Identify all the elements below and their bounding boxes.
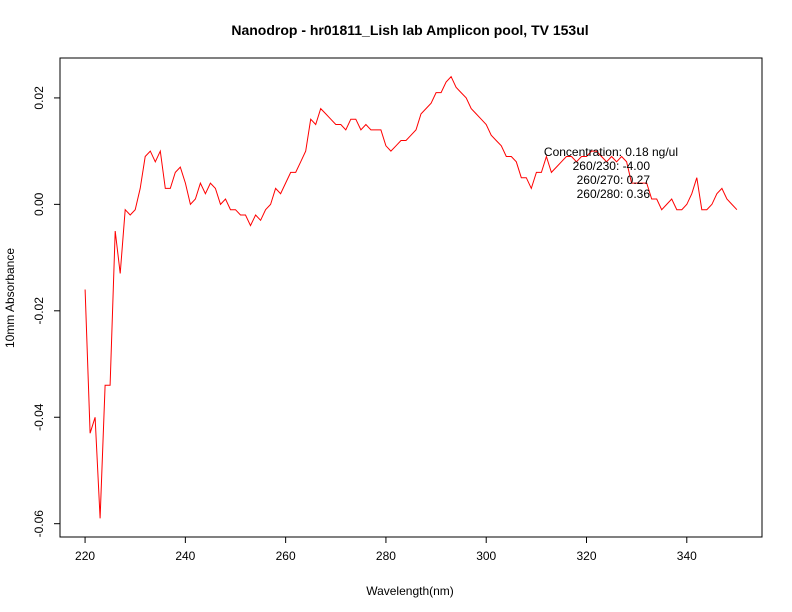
annotation-text: Concentration: 0.18 ng/ul [544,145,678,159]
annotation-text: 260/270: 0.27 [577,173,651,187]
annotation-text: 260/230: -4.00 [573,159,651,173]
y-tick-label: 0.00 [32,192,46,216]
series-group [84,75,738,519]
y-tick-label: -0.06 [32,510,46,538]
y-tick-label: -0.04 [32,403,46,431]
x-axis-label: Wavelength(nm) [366,584,454,598]
y-axis-label: 10mm Absorbance [3,248,17,348]
plot-frame [59,57,763,538]
y-axis: -0.06 -0.04 -0.02 0.00 0.02 [32,86,61,538]
annotation-text: 260/280: 0.36 [577,187,651,201]
y-tick-label: -0.02 [32,297,46,325]
x-tick-label: 240 [175,549,195,563]
chart-title: Nanodrop - hr01811_Lish lab Amplicon poo… [231,22,588,38]
x-tick-label: 280 [376,549,396,563]
y-tick-label: 0.02 [32,86,46,110]
absorbance-line [84,75,738,519]
x-tick-label: 300 [476,549,496,563]
x-tick-label: 340 [677,549,697,563]
x-tick-label: 260 [276,549,296,563]
x-tick-label: 320 [576,549,596,563]
x-axis: 220 240 260 280 300 320 340 [75,536,697,563]
x-tick-label: 220 [75,549,95,563]
